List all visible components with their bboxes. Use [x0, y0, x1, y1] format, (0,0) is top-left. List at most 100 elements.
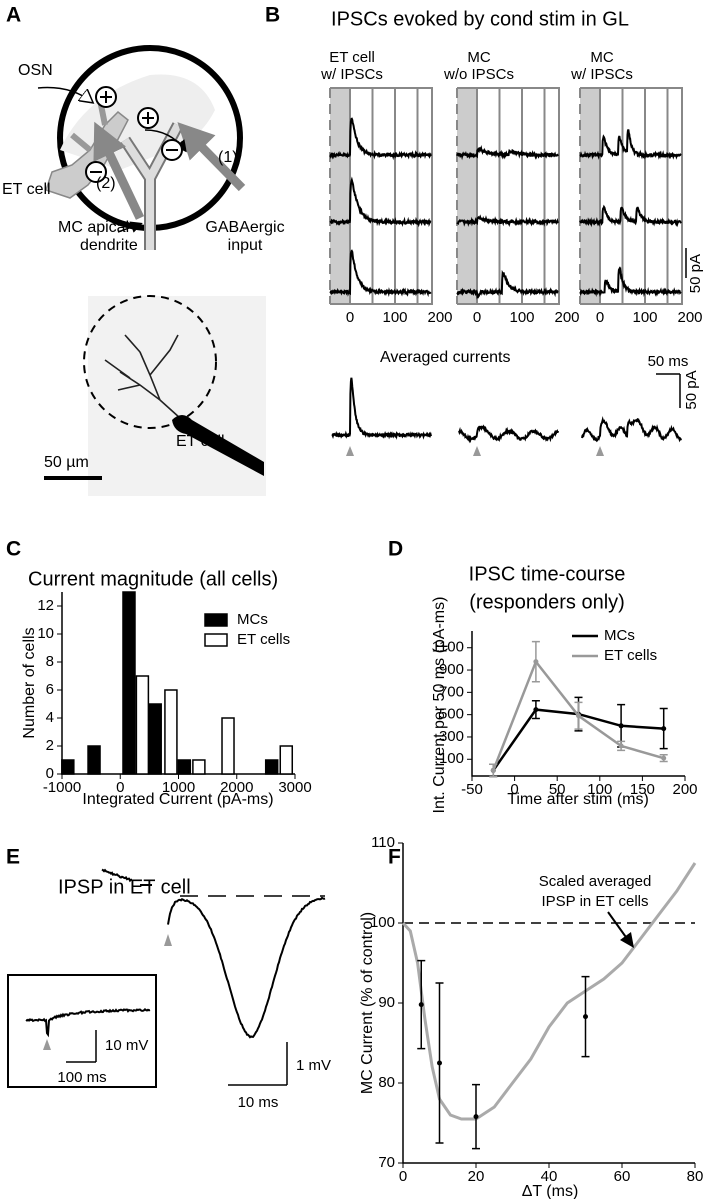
- bar: [122, 591, 136, 775]
- avg-trace: [331, 377, 432, 440]
- label: MC apical: [58, 219, 129, 236]
- scale-label: 50 pA: [683, 370, 700, 409]
- label: ET cell: [2, 181, 51, 198]
- label: input: [228, 237, 263, 254]
- scale-label: 1 mV: [296, 1057, 331, 1074]
- ipsp-trace: [167, 896, 326, 1039]
- point: [661, 755, 667, 761]
- point: [533, 707, 539, 713]
- time-tick-label: 0: [346, 309, 354, 326]
- scale-bars-b: [656, 248, 687, 408]
- current-trace: [329, 176, 432, 228]
- point: [576, 713, 581, 719]
- y-axis-label: Number of cells: [21, 627, 38, 738]
- x-axis-label: Time after stim (ms): [507, 791, 649, 808]
- column-title: w/ IPSCs: [570, 66, 633, 83]
- current-trace: [456, 145, 559, 161]
- time-tick-label: 100: [509, 309, 534, 326]
- bar: [87, 745, 101, 775]
- point: [533, 659, 539, 665]
- x-tick-label: 50: [549, 781, 566, 798]
- inset-box: [7, 974, 157, 1088]
- legend-label: MCs: [237, 611, 268, 628]
- x-axis-label: ΔT (ms): [522, 1183, 579, 1199]
- pipette: [172, 415, 264, 476]
- scale-label: 50 pA: [687, 254, 704, 293]
- y-axis-label: Int. Current per 50 ms (pA-ms): [431, 597, 448, 814]
- label: (2): [96, 175, 116, 192]
- stim-shade: [330, 88, 350, 304]
- y-tick-label: 80: [378, 1074, 395, 1091]
- x-tick-label: 1000: [162, 779, 195, 796]
- x-tick-label: 200: [672, 781, 697, 798]
- y-tick-label: 110: [371, 834, 395, 851]
- y-tick-label: 10: [37, 625, 54, 642]
- y-tick-label: 8: [46, 653, 54, 670]
- stim-shade: [457, 88, 477, 304]
- y-axis-label: MC Current (% of control): [359, 912, 376, 1094]
- x-tick-label: 0: [116, 779, 124, 796]
- legend-label: MCs: [604, 627, 635, 644]
- signs: [85, 86, 183, 183]
- stim-arrowhead: [473, 446, 481, 456]
- legend-swatch: [204, 613, 228, 627]
- trace-box: [330, 87, 433, 305]
- panel-title: IPSCs evoked by cond stim in GL: [331, 8, 629, 30]
- annotation: Scaled averaged: [539, 873, 652, 890]
- label: Averaged currents: [380, 349, 510, 366]
- time-tick-label: 0: [473, 309, 481, 326]
- osn-arrow: [37, 86, 92, 102]
- time-tick-label: 100: [632, 309, 657, 326]
- y-tick-label: 1100: [432, 639, 464, 656]
- y-tick-label: 6: [46, 681, 54, 698]
- y-tick-label: 100: [370, 914, 395, 931]
- current-trace: [579, 266, 682, 298]
- point: [437, 1060, 442, 1066]
- series-line: [401, 862, 697, 1121]
- y-tick-label: 12: [37, 597, 54, 614]
- bar: [61, 759, 75, 775]
- point: [418, 1002, 424, 1008]
- annotation-arrowhead: [620, 932, 634, 948]
- y-tick-label: 900: [439, 661, 464, 678]
- panel-label: D: [388, 538, 403, 561]
- x-tick-label: 0: [510, 781, 518, 798]
- panel-label: C: [6, 538, 21, 561]
- panel-title: IPSP in ET cell: [58, 876, 191, 898]
- y-tick-label: 90: [378, 994, 395, 1011]
- label: (1): [218, 149, 238, 166]
- bar: [177, 759, 192, 775]
- y-tick-label: 500: [439, 706, 464, 723]
- trace-box: [457, 87, 560, 305]
- y-tick-label: 4: [46, 709, 54, 726]
- bar: [279, 745, 294, 775]
- x-tick-label: 3000: [278, 779, 311, 796]
- panel-a-diagram: [37, 45, 246, 250]
- label: OSN: [18, 62, 53, 79]
- current-trace: [579, 204, 682, 228]
- y-tick-label: 100: [439, 750, 464, 767]
- point: [473, 1114, 479, 1120]
- scale-bars-e: [66, 895, 325, 1086]
- scale-label: 50 ms: [648, 353, 689, 370]
- x-tick-label: -1000: [43, 779, 81, 796]
- scale-label: 10 ms: [238, 1094, 279, 1111]
- label: dendrite: [80, 237, 138, 254]
- bar: [148, 703, 162, 775]
- bar: [135, 675, 150, 775]
- legend-label: ET cells: [604, 647, 657, 664]
- stim-arrowhead: [346, 446, 354, 456]
- current-trace: [456, 269, 559, 300]
- column-title: MC: [467, 49, 490, 66]
- scale-label: 10 mV: [105, 1037, 148, 1054]
- image-bg: [88, 296, 266, 496]
- avg-trace: [458, 424, 559, 444]
- label: ET cell: [176, 433, 225, 450]
- x-axis-label: Integrated Current (pA-ms): [82, 791, 273, 808]
- x-tick-label: 2000: [220, 779, 253, 796]
- panel-label: A: [6, 4, 21, 27]
- point: [618, 723, 624, 729]
- avg-trace: [581, 416, 682, 443]
- x-tick-label: 100: [587, 781, 612, 798]
